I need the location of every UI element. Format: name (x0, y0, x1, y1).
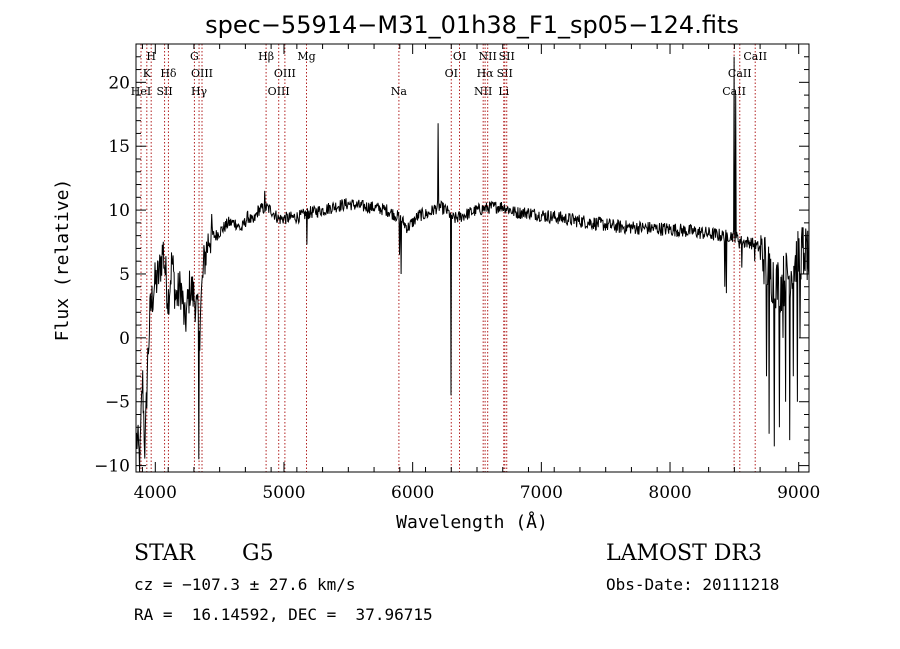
survey-name: LAMOST DR3 (606, 541, 762, 566)
spectral-line-label-18: Li (498, 85, 509, 98)
spectrum-line (136, 56, 810, 473)
spectral-line-label-10: OIII (274, 67, 296, 80)
spectral-line-label-22: CaII (728, 67, 752, 80)
x-tick-label-4: 8000 (648, 483, 691, 503)
spectral-line-label-15: NII (474, 85, 492, 98)
object-subclass: G5 (242, 541, 274, 566)
x-tick-label-3: 7000 (520, 483, 563, 503)
spectral-line-label-14: OI (453, 50, 466, 63)
spectral-line-label-0: HeI (131, 85, 151, 98)
spectral-line-label-20: SII (499, 50, 515, 63)
plot-area: HeIKHSIIHδGHγOIIIHβOIIIOIIIMgNaOIOINIIHα… (94, 43, 820, 503)
y-tick-label-1: −5 (105, 393, 130, 413)
spectral-line-label-5: G (190, 50, 199, 63)
spectral-line-label-9: OIII (268, 85, 290, 98)
chart-title: spec−55914−M31_01h38_F1_sp05−124.fits (205, 11, 739, 39)
spectral-line-label-8: Hβ (258, 50, 274, 63)
x-tick-label-5: 9000 (777, 483, 820, 503)
coordinates: RA = 16.14592, DEC = 37.96715 (134, 605, 433, 624)
spectral-line-label-1: K (143, 67, 152, 80)
spectral-line-label-16: Hα (477, 67, 495, 80)
y-tick-label-5: 15 (108, 137, 130, 157)
y-tick-label-4: 10 (108, 201, 130, 221)
spectral-line-label-19: SII (497, 67, 513, 80)
x-tick-label-2: 6000 (391, 483, 434, 503)
spectral-line-label-3: SII (156, 85, 172, 98)
spectral-line-label-23: CaII (743, 50, 767, 63)
spectral-line-label-13: OI (445, 67, 458, 80)
spectral-line-label-4: Hδ (160, 67, 177, 80)
y-tick-label-6: 20 (108, 73, 130, 93)
spectral-line-label-11: Mg (297, 50, 315, 63)
spectral-line-label-6: Hγ (191, 85, 208, 98)
object-class: STAR (134, 541, 195, 566)
y-axis-label: Flux (relative) (52, 179, 73, 342)
y-tick-label-3: 5 (119, 265, 130, 285)
x-axis-label: Wavelength (Å) (396, 511, 548, 533)
redshift-velocity: cz = −107.3 ± 27.6 km/s (134, 575, 356, 594)
x-tick-label-1: 5000 (262, 483, 305, 503)
y-tick-label-2: 0 (119, 329, 130, 349)
spectral-line-label-2: H (146, 50, 156, 63)
plot-frame (135, 43, 810, 473)
spectral-line-label-17: NII (479, 50, 497, 63)
spectral-line-label-7: OIII (191, 67, 213, 80)
observation-date: Obs-Date: 20111218 (606, 575, 780, 594)
spectral-line-label-12: Na (391, 85, 408, 98)
x-tick-label-0: 4000 (134, 483, 177, 503)
y-tick-label-0: −10 (94, 457, 130, 477)
